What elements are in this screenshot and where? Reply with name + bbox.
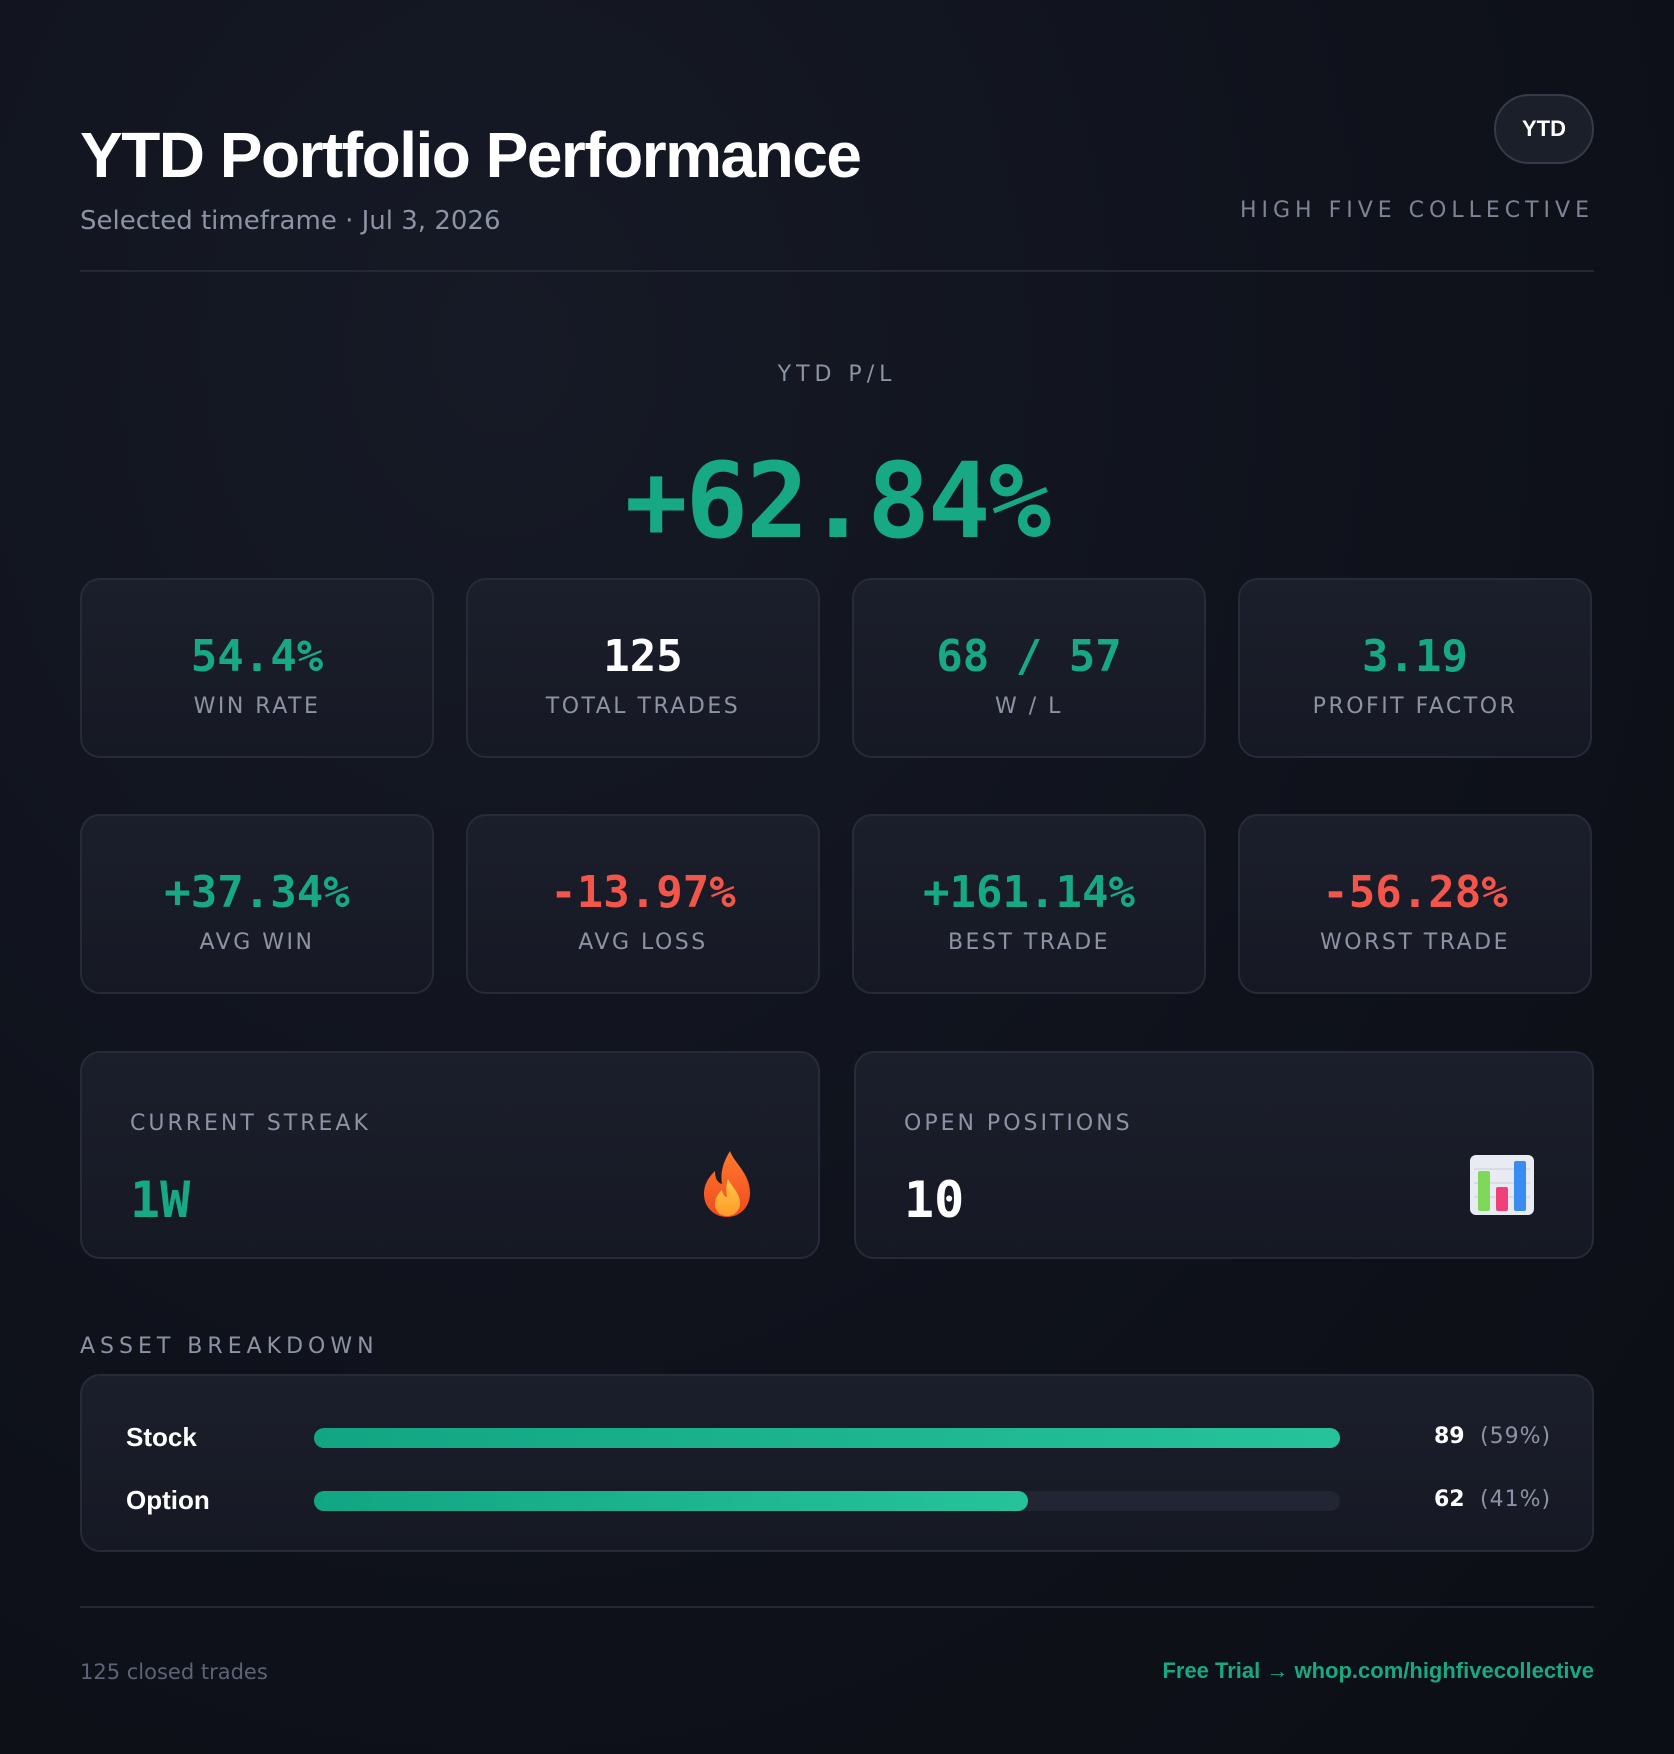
current-streak-card: CURRENT STREAK 1W — [80, 1051, 820, 1259]
timeframe-subtitle: Selected timeframe · Jul 3, 2026 — [80, 206, 500, 236]
open-positions-value: 10 — [904, 1171, 964, 1229]
stat-label: PROFIT FACTOR — [1313, 694, 1518, 719]
hero-label: YTD P/L — [80, 362, 1594, 387]
flame-icon — [700, 1149, 756, 1219]
stat-label: WIN RATE — [194, 694, 321, 719]
open-positions-card: OPEN POSITIONS 10 — [854, 1051, 1594, 1259]
asset-breakdown-title: ASSET BREAKDOWN — [80, 1334, 379, 1359]
asset-bar-fill — [314, 1428, 1340, 1448]
stat-value: +37.34% — [164, 867, 349, 918]
stat-card-worst-trade: -56.28% WORST TRADE — [1238, 814, 1592, 994]
stat-value: -56.28% — [1322, 867, 1507, 918]
streak-value: 1W — [130, 1171, 190, 1229]
asset-percent: (59%) — [1480, 1424, 1551, 1449]
footer-divider — [80, 1606, 1594, 1608]
page-title: YTD Portfolio Performance — [80, 118, 860, 192]
stat-card-win-rate: 54.4% WIN RATE — [80, 578, 434, 758]
open-positions-label: OPEN POSITIONS — [904, 1111, 1133, 1136]
stat-value: -13.97% — [550, 867, 735, 918]
stats-row-1: 54.4% WIN RATE 125 TOTAL TRADES 68 / 57 … — [80, 578, 1594, 758]
asset-percent: (41%) — [1480, 1487, 1551, 1512]
stat-value: +161.14% — [923, 867, 1135, 918]
stat-value: 68 / 57 — [936, 631, 1121, 682]
stat-label: AVG LOSS — [578, 930, 707, 955]
stat-card-avg-loss: -13.97% AVG LOSS — [466, 814, 820, 994]
ytd-badge[interactable]: YTD — [1494, 94, 1594, 164]
asset-row-stock: Stock 89 (59%) — [82, 1418, 1596, 1458]
streak-label: CURRENT STREAK — [130, 1111, 371, 1136]
asset-name: Option — [126, 1485, 210, 1516]
asset-count: 89 — [1434, 1424, 1465, 1449]
brand-name: HIGH FIVE COLLECTIVE — [1240, 198, 1594, 223]
asset-row-option: Option 62 (41%) — [82, 1481, 1596, 1521]
stat-value: 125 — [603, 631, 682, 682]
closed-trades-note: 125 closed trades — [80, 1660, 268, 1684]
stat-card-win-loss: 68 / 57 W / L — [852, 578, 1206, 758]
bar-chart-icon — [1468, 1153, 1536, 1217]
stat-label: BEST TRADE — [948, 930, 1110, 955]
asset-bar-track — [314, 1428, 1340, 1448]
hero-value: +62.84% — [80, 440, 1594, 562]
asset-count: 62 — [1434, 1487, 1465, 1512]
stat-value: 54.4% — [191, 631, 323, 682]
performance-card: YTD Portfolio Performance Selected timef… — [80, 0, 1594, 1754]
stats-row-2: +37.34% AVG WIN -13.97% AVG LOSS +161.14… — [80, 814, 1594, 994]
stat-label: TOTAL TRADES — [546, 694, 740, 719]
stat-card-avg-win: +37.34% AVG WIN — [80, 814, 434, 994]
asset-name: Stock — [126, 1422, 197, 1453]
free-trial-link[interactable]: Free Trial → whop.com/highfivecollective — [1162, 1658, 1594, 1684]
asset-bar-fill — [314, 1491, 1028, 1511]
asset-breakdown-panel: Stock 89 (59%) Option 62 (41%) — [80, 1374, 1594, 1552]
stat-label: WORST TRADE — [1320, 930, 1510, 955]
asset-bar-track — [314, 1491, 1340, 1511]
stat-value: 3.19 — [1362, 631, 1468, 682]
header-divider — [80, 270, 1594, 272]
stat-card-profit-factor: 3.19 PROFIT FACTOR — [1238, 578, 1592, 758]
stat-label: AVG WIN — [200, 930, 315, 955]
stat-card-best-trade: +161.14% BEST TRADE — [852, 814, 1206, 994]
stat-card-total-trades: 125 TOTAL TRADES — [466, 578, 820, 758]
stat-label: W / L — [995, 694, 1063, 719]
